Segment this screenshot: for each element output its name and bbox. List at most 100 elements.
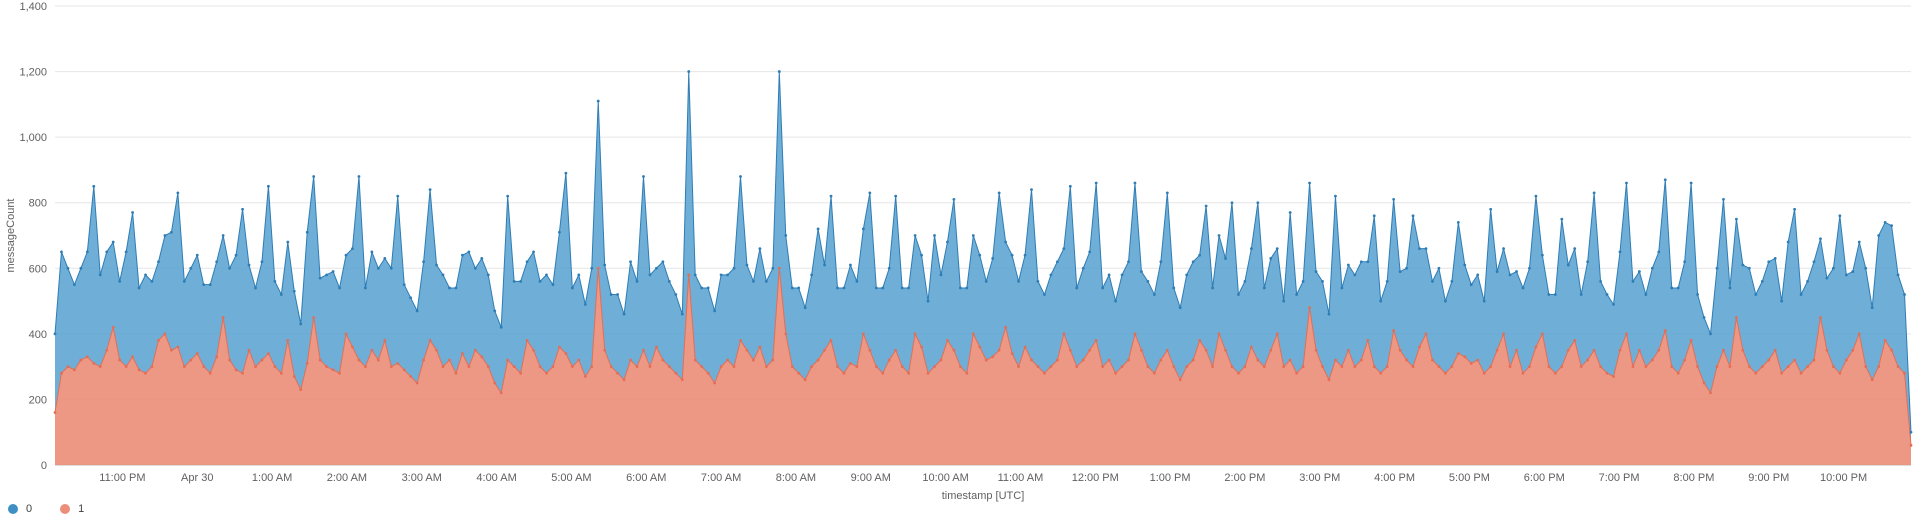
marker-series-1 (351, 346, 354, 349)
marker-series-1 (888, 359, 891, 362)
marker-series-1 (1838, 372, 1841, 375)
marker-series-0 (1716, 267, 1719, 270)
marker-series-1 (1095, 339, 1098, 342)
marker-series-0 (1651, 267, 1654, 270)
marker-series-0 (1903, 293, 1906, 296)
area-chart[interactable]: 02004006008001,0001,2001,400messageCount… (0, 0, 1921, 525)
marker-series-0 (1573, 247, 1576, 250)
marker-series-0 (1147, 280, 1150, 283)
y-tick-label: 400 (29, 329, 47, 341)
marker-series-0 (1231, 201, 1234, 204)
marker-series-1 (713, 382, 716, 385)
marker-series-1 (60, 372, 63, 375)
marker-series-0 (933, 234, 936, 237)
marker-series-1 (526, 339, 529, 342)
marker-series-1 (1211, 365, 1214, 368)
marker-series-0 (1276, 247, 1279, 250)
marker-series-0 (1890, 224, 1893, 227)
marker-series-0 (1864, 267, 1867, 270)
marker-series-1 (1806, 365, 1809, 368)
marker-series-1 (830, 339, 833, 342)
marker-series-1 (623, 378, 626, 381)
x-tick-label: 5:00 PM (1449, 472, 1490, 484)
marker-series-1 (1179, 378, 1182, 381)
marker-series-1 (1780, 372, 1783, 375)
marker-series-0 (1774, 257, 1777, 260)
marker-series-0 (1244, 280, 1247, 283)
marker-series-1 (875, 365, 878, 368)
marker-series-1 (1062, 332, 1065, 335)
marker-series-0 (862, 228, 865, 231)
marker-series-0 (804, 306, 807, 309)
legend-item[interactable]: 0 (8, 503, 32, 515)
legend-swatch (60, 504, 70, 514)
legend-item[interactable]: 1 (60, 503, 84, 515)
marker-series-0 (306, 231, 309, 234)
marker-series-1 (545, 372, 548, 375)
y-tick-label: 600 (29, 263, 47, 275)
marker-series-1 (1567, 349, 1570, 352)
marker-series-0 (92, 185, 95, 188)
x-tick-label: 6:00 PM (1524, 472, 1565, 484)
marker-series-0 (1069, 185, 1072, 188)
marker-series-1 (1399, 349, 1402, 352)
marker-series-0 (797, 287, 800, 290)
marker-series-1 (280, 372, 283, 375)
marker-series-1 (1244, 365, 1247, 368)
marker-series-0 (713, 310, 716, 313)
marker-series-0 (1353, 273, 1356, 276)
x-tick-label: 1:00 PM (1150, 472, 1191, 484)
marker-series-1 (577, 359, 580, 362)
marker-series-0 (1761, 280, 1764, 283)
marker-series-1 (739, 339, 742, 342)
marker-series-0 (435, 264, 438, 267)
marker-series-1 (1231, 365, 1234, 368)
marker-series-0 (1082, 267, 1085, 270)
marker-series-1 (1218, 332, 1221, 335)
marker-series-1 (552, 365, 555, 368)
marker-series-0 (54, 332, 57, 335)
marker-series-1 (183, 365, 186, 368)
marker-series-0 (1463, 264, 1466, 267)
marker-series-0 (448, 287, 451, 290)
marker-series-1 (1463, 355, 1466, 358)
marker-series-1 (267, 352, 270, 355)
marker-series-1 (700, 365, 703, 368)
marker-series-1 (1729, 365, 1732, 368)
marker-series-0 (480, 257, 483, 260)
marker-series-0 (771, 267, 774, 270)
marker-series-0 (539, 280, 542, 283)
marker-series-0 (642, 175, 645, 178)
marker-series-1 (1289, 359, 1292, 362)
marker-series-1 (1528, 365, 1531, 368)
marker-series-1 (1826, 349, 1829, 352)
marker-series-1 (597, 267, 600, 270)
marker-series-1 (1910, 444, 1913, 447)
marker-series-1 (571, 365, 574, 368)
marker-series-1 (1334, 359, 1337, 362)
marker-series-0 (746, 264, 749, 267)
marker-series-0 (1360, 260, 1363, 263)
marker-series-1 (1353, 365, 1356, 368)
marker-series-1 (1127, 359, 1130, 362)
marker-series-1 (1069, 349, 1072, 352)
marker-series-0 (1237, 293, 1240, 296)
marker-series-1 (513, 365, 516, 368)
marker-series-1 (532, 349, 535, 352)
marker-series-1 (726, 359, 729, 362)
marker-series-0 (383, 257, 386, 260)
marker-series-0 (105, 250, 108, 253)
marker-series-1 (1690, 339, 1693, 342)
x-tick-label: 2:00 AM (327, 472, 367, 484)
marker-series-1 (1056, 359, 1059, 362)
x-tick-label: 10:00 PM (1820, 472, 1867, 484)
marker-series-0 (584, 303, 587, 306)
marker-series-1 (1166, 349, 1169, 352)
marker-series-0 (1037, 280, 1040, 283)
marker-series-0 (1677, 287, 1680, 290)
marker-series-0 (1075, 287, 1078, 290)
marker-series-1 (409, 375, 412, 378)
marker-series-1 (849, 362, 852, 365)
marker-series-0 (649, 273, 652, 276)
marker-series-0 (493, 310, 496, 313)
